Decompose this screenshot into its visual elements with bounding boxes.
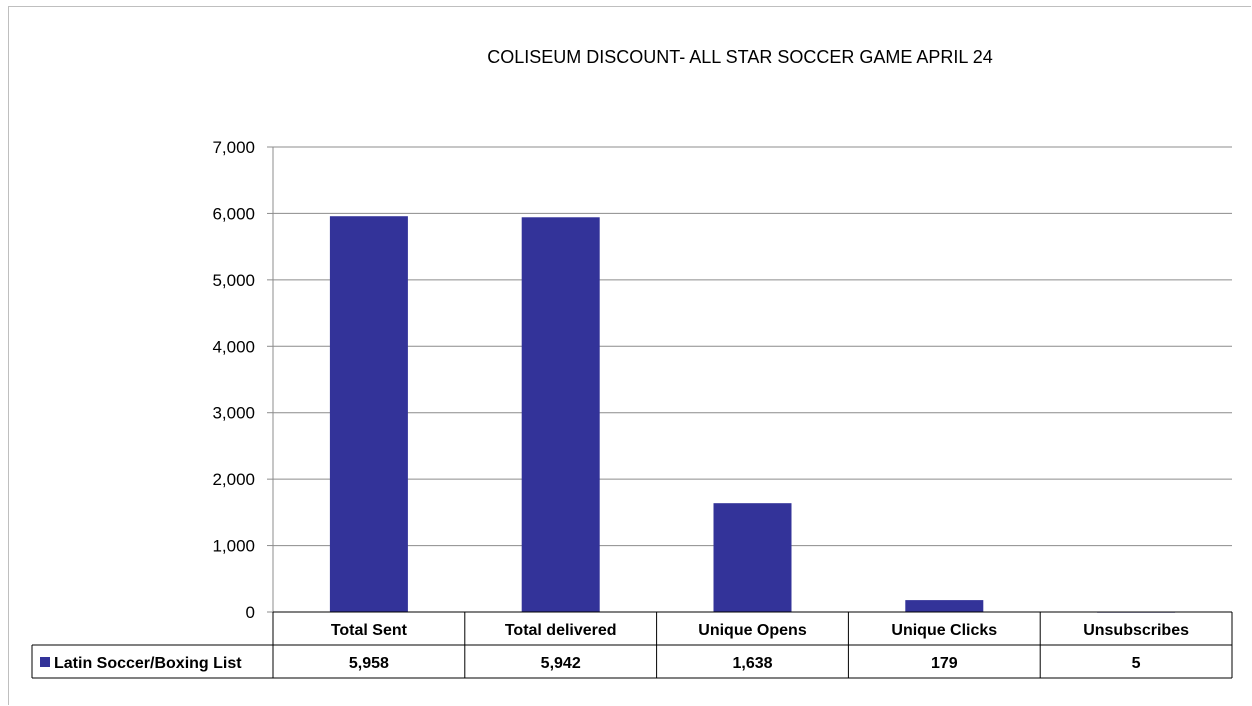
bar <box>713 503 792 612</box>
data-label: 179 <box>931 655 958 672</box>
bars <box>329 216 1176 613</box>
y-tick-label: 3,000 <box>212 404 255 423</box>
x-category-label: Total delivered <box>505 622 617 639</box>
data-label: 5 <box>1132 655 1141 672</box>
data-label: 5,942 <box>541 655 581 672</box>
chart-frame <box>8 6 1251 705</box>
data-label: 5,958 <box>349 655 389 672</box>
y-tick-label: 5,000 <box>212 271 255 290</box>
chart-title: COLISEUM DISCOUNT- ALL STAR SOCCER GAME … <box>487 47 992 67</box>
y-tick-label: 4,000 <box>212 337 255 356</box>
x-category-label: Unique Opens <box>698 622 807 639</box>
legend-swatch <box>40 657 50 667</box>
x-category-label: Total Sent <box>331 622 408 639</box>
x-category-label: Unique Clicks <box>891 622 997 639</box>
y-tick-label: 2,000 <box>212 470 255 489</box>
y-tick-label: 6,000 <box>212 204 255 223</box>
y-tick-label: 0 <box>246 603 255 622</box>
y-tick-label: 1,000 <box>212 537 255 556</box>
bar <box>329 216 408 612</box>
x-category-label: Unsubscribes <box>1083 622 1189 639</box>
bar <box>521 217 600 612</box>
data-label: 1,638 <box>732 655 772 672</box>
data-table: Total Sent Total delivered Unique Opens Uni… <box>31 611 1233 679</box>
y-tick-label: 7,000 <box>212 138 255 157</box>
legend-label: Latin Soccer/Boxing List <box>54 655 242 672</box>
bar <box>905 600 984 612</box>
y-axis: 0 1,000 2,000 3,000 4,000 5,000 6,000 7,000 <box>212 138 274 622</box>
